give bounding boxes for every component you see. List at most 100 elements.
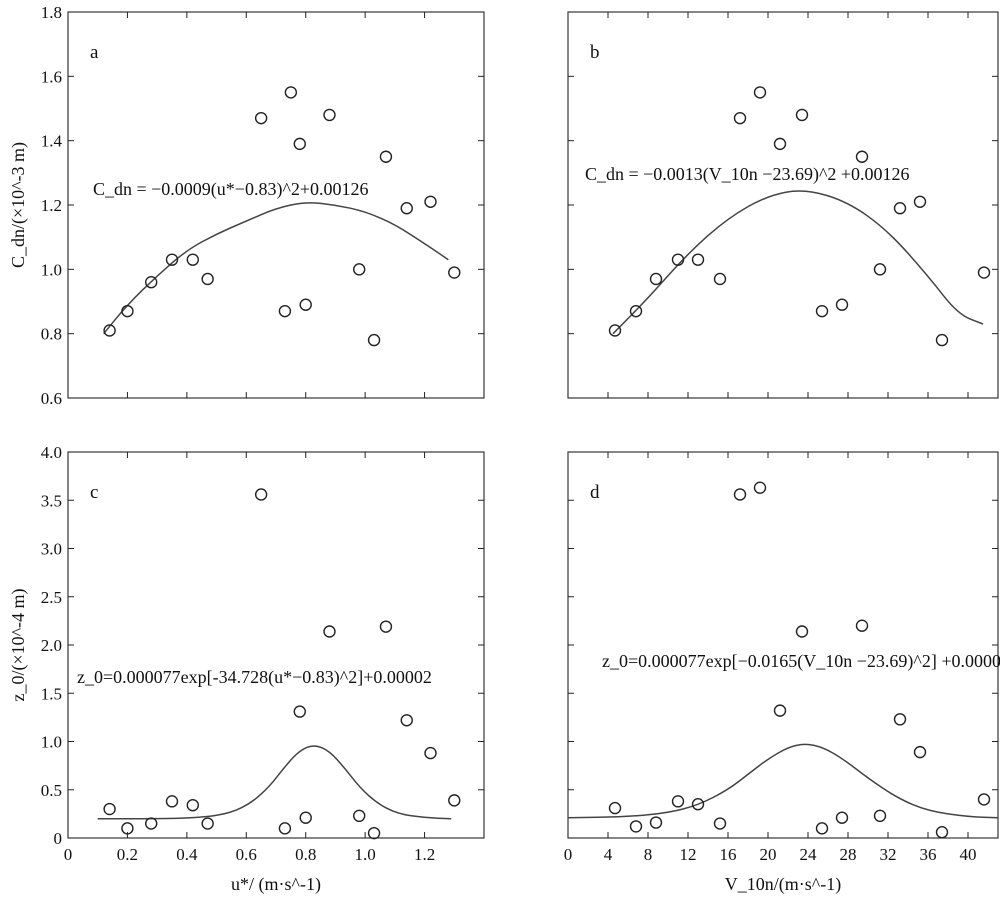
panel-b-data-point — [815, 304, 829, 318]
panel-a-letter: a — [90, 42, 99, 63]
panel-c-data-point — [165, 795, 179, 808]
panel-a-data-point — [400, 202, 413, 215]
panel-a-data-point — [323, 108, 336, 122]
panel-c-data-point — [144, 817, 158, 830]
panel-b-data-point — [753, 86, 767, 99]
panel-c-y-tick-label: 4.0 — [41, 443, 62, 462]
chart-marks-layer: 0.6 0.8 1.0 1.2 1.4 1.6 1.8 0 0.5 1.0 1.5 2.0 2.5 3.0… — [41, 3, 999, 864]
panel-a-data-point — [103, 324, 116, 337]
panel-d-data-point — [893, 713, 907, 726]
panel-c-data-point — [121, 822, 134, 835]
panel-c-data-point — [293, 705, 306, 718]
panel-d-x-tick-label: 0 — [564, 845, 573, 864]
panel-a-data-point — [121, 304, 134, 318]
panel-b-data-point — [671, 253, 685, 266]
panel-a-y-tick-label: 1.0 — [41, 260, 62, 279]
panel-b-data-point — [913, 195, 927, 208]
panel-c-x-tick-label: 0.4 — [176, 845, 198, 864]
panel-c-y-axis-label: z_0/(×10^-4 m) — [8, 588, 29, 701]
panel-b-letter: b — [590, 42, 600, 63]
panel-d-frame — [567, 451, 999, 839]
panel-a-fit-curve — [103, 202, 449, 335]
panel-a-data-point — [448, 266, 461, 279]
panel-c-y-tick-label: 3.5 — [41, 491, 62, 510]
panel-c-data-point — [186, 798, 200, 812]
panel-a-y-tick-label: 1.2 — [41, 196, 62, 215]
panel-c-data-point — [400, 714, 413, 727]
panel-d-x-tick-label: 24 — [800, 845, 818, 864]
panel-a-data-point — [186, 253, 200, 266]
panel-c-letter: c — [90, 482, 98, 503]
panel-c-y-tick-label: 3.0 — [41, 540, 62, 559]
panel-c-frame — [67, 451, 485, 839]
panel-d-x-tick-label: 8 — [644, 845, 653, 864]
panel-d-x-tick-label: 12 — [680, 845, 697, 864]
panel-b-data-point — [835, 298, 849, 311]
panel-c-fit-curve — [97, 745, 452, 820]
panel-d-x-axis-label: V_10n/(m·s^-1) — [725, 874, 841, 895]
panel-a-data-point — [278, 304, 292, 318]
panel-d-letter: d — [590, 482, 600, 503]
panel-d-data-point — [753, 481, 767, 494]
panel-c-x-tick-label: 0.2 — [117, 845, 138, 864]
panel-b-data-point — [649, 272, 663, 286]
panel-b-equation: C_dn = −0.0013(V_10n −23.69)^2 +0.00126 — [585, 164, 910, 185]
panel-d-data-point — [815, 822, 829, 835]
panel-a-y-axis-label: C_dn/(×10^-3 m) — [8, 142, 29, 268]
panel-c-x-axis-label: u*/ (m·s^-1) — [231, 874, 321, 895]
panel-a-y-tick-label: 1.6 — [41, 67, 62, 86]
panel-c-x-tick-label: 0.8 — [295, 845, 316, 864]
panel-b-data-point — [629, 304, 643, 318]
panel-a-data-point — [144, 276, 158, 289]
panel-c-y-tick-label: 1.0 — [41, 733, 62, 752]
panel-a-data-point — [367, 333, 381, 347]
panel-c-x-tick-label: 0.6 — [236, 845, 257, 864]
panel-d-data-point — [629, 820, 643, 833]
panel-d-data-point — [733, 488, 747, 501]
panel-a-frame — [67, 11, 485, 399]
panel-c-data-point — [353, 809, 366, 823]
panel-a-data-point — [293, 137, 306, 151]
panel-d-equation: z_0=0.000077exp[−0.0165(V_10n −23.69)^2]… — [602, 651, 1000, 672]
panel-d-x-tick-label: 20 — [760, 845, 777, 864]
panel-b-data-point — [873, 263, 887, 276]
panel-b-data-point — [855, 150, 869, 163]
panel-d-fit-curve — [567, 743, 999, 819]
panel-b-fit-curve — [612, 190, 984, 335]
panel-c-x-tick-label: 0 — [64, 845, 73, 864]
panel-d-data-point — [855, 619, 869, 632]
panel-a-data-point — [165, 253, 179, 266]
panel-d-data-point — [608, 801, 622, 815]
panel-d-x-tick-label: 4 — [604, 845, 613, 864]
panel-a-data-point — [353, 263, 366, 276]
panel-d-x-tick-label: 32 — [880, 845, 897, 864]
panel-c-x-tick-label: 1.0 — [355, 845, 376, 864]
panel-b-data-point — [733, 111, 747, 125]
panel-c-data-point — [103, 802, 116, 816]
panel-d-data-point — [873, 809, 887, 823]
panel-b-data-point — [773, 137, 787, 151]
panel-d-data-point — [773, 704, 787, 717]
panel-b-data-point — [691, 253, 705, 266]
panel-d-x-tick-label: 28 — [840, 845, 857, 864]
panel-d-data-point — [835, 811, 849, 824]
panel-a-y-tick-label: 0.6 — [41, 389, 62, 408]
panel-a-y-tick-label: 1.8 — [41, 3, 62, 22]
panel-c-data-point — [299, 811, 312, 824]
panel-b-data-point — [608, 324, 622, 337]
panel-c-y-tick-label: 2.5 — [41, 588, 62, 607]
panel-c-y-tick-label: 1.5 — [41, 684, 62, 703]
panel-a-y-tick-label: 1.4 — [41, 132, 63, 151]
panel-c-y-tick-label: 2.0 — [41, 636, 62, 655]
panel-d-data-point — [795, 625, 809, 638]
panel-c-data-point — [278, 822, 292, 835]
panel-c-data-point — [448, 794, 461, 807]
panel-d-data-point — [935, 826, 949, 839]
panel-b-data-point — [935, 333, 949, 347]
panel-c-data-point — [424, 746, 437, 760]
panel-d-data-point — [691, 798, 705, 811]
panel-a-y-tick-label: 0.8 — [41, 325, 62, 344]
panel-b-data-point — [893, 202, 907, 215]
panel-c-equation: z_0=0.000077exp[-34.728(u*−0.83)^2]+0.00… — [77, 667, 432, 688]
